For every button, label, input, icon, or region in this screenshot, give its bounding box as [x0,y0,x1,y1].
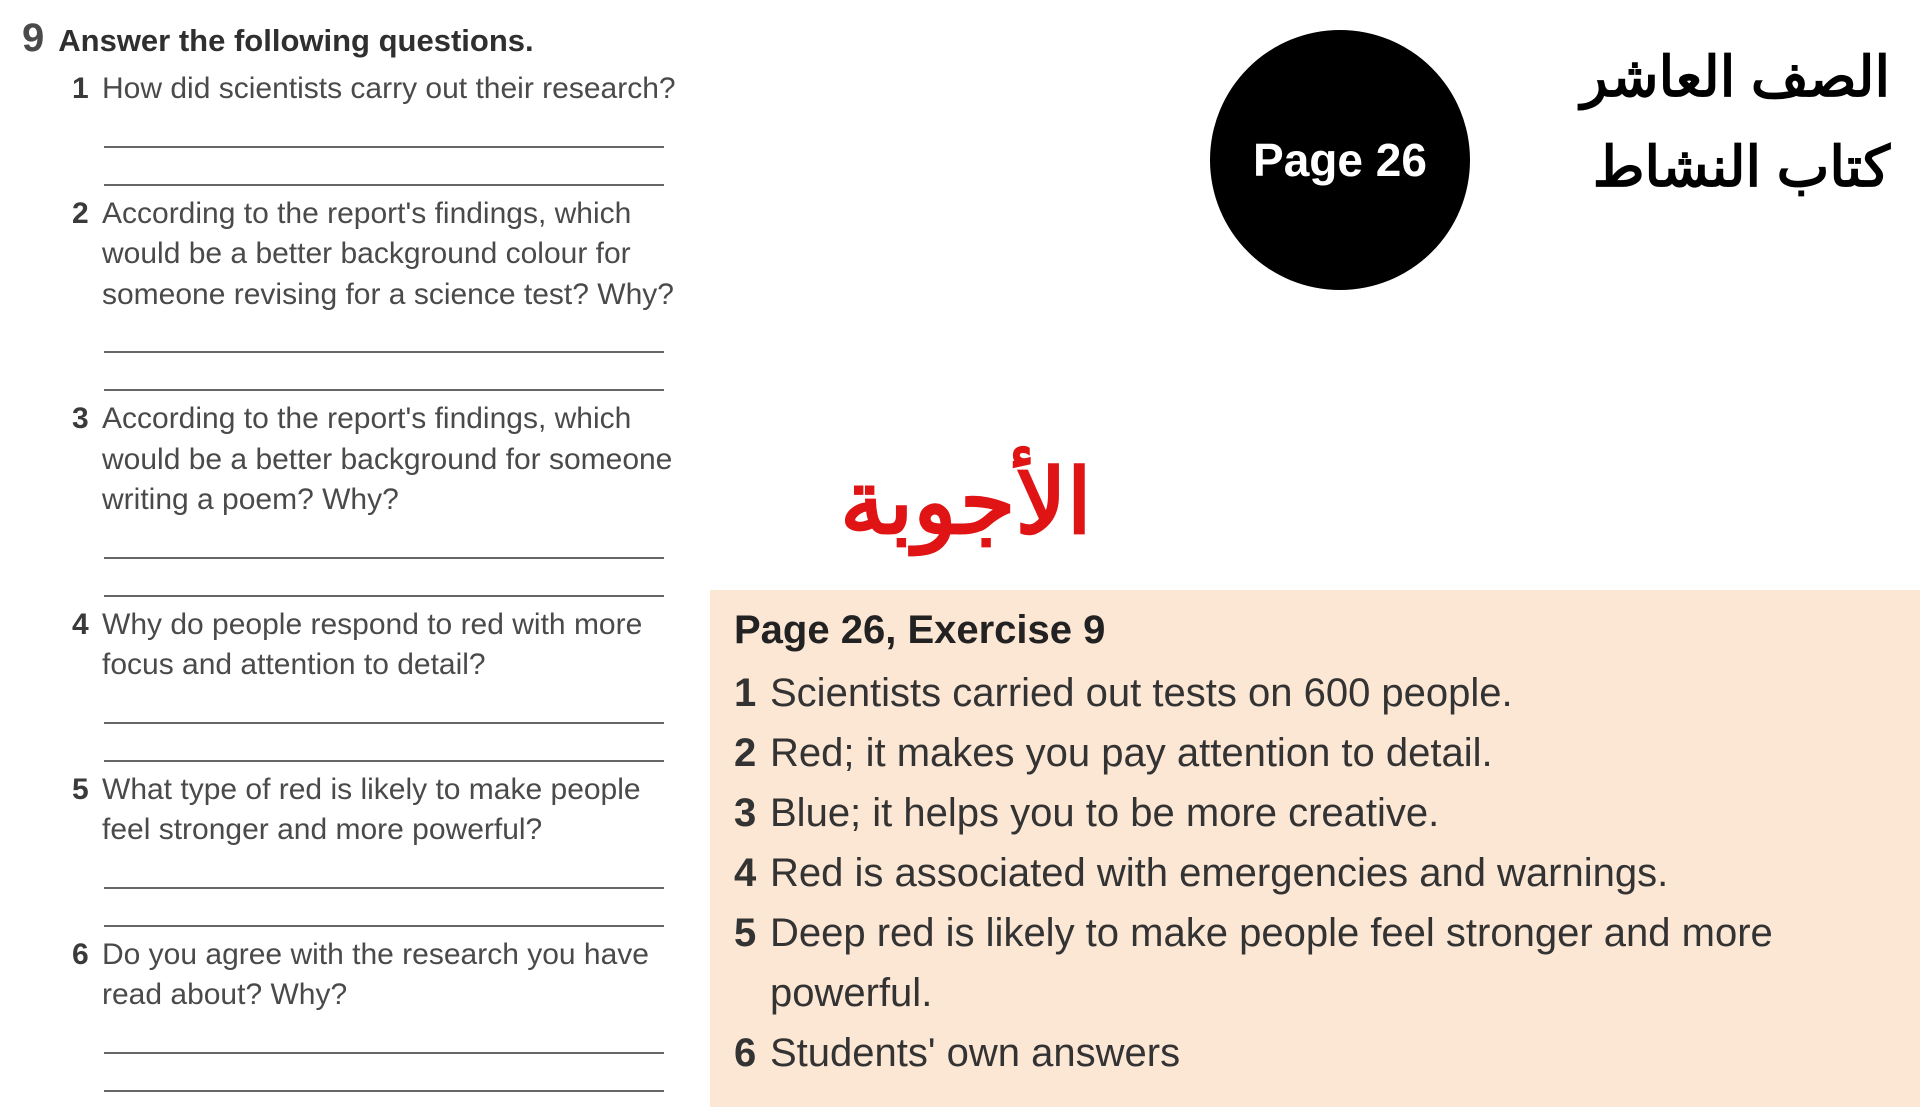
question-text: According to the report's findings, whic… [102,194,682,316]
question-number: 6 [72,938,94,972]
question-item: 2 According to the report's findings, wh… [72,194,682,392]
exercise-header: 9 Answer the following questions. [22,18,682,59]
answer-number: 2 [734,723,760,783]
answer-number: 5 [734,903,760,963]
question-text: How did scientists carry out their resea… [102,69,676,110]
answer-number: 6 [734,1023,760,1083]
arabic-book: كتاب النشاط [1581,122,1890,212]
question-text: What type of red is likely to make peopl… [102,770,682,851]
question-number: 5 [72,773,94,807]
answer-blank-line [104,152,664,186]
answers-title: الأجوبة [840,450,1092,555]
answer-blank-line [104,1058,664,1092]
question-number: 1 [72,72,94,106]
question-item: 6 Do you agree with the research you hav… [72,935,682,1092]
answer-blank-line [104,319,664,353]
answer-item: 5 Deep red is likely to make people feel… [734,903,1904,1023]
question-text: Do you agree with the research you have … [102,935,682,1016]
answer-blank-line [104,855,664,889]
page-badge: Page 26 [1210,30,1470,290]
answer-blank-line [104,563,664,597]
answer-item: 3 Blue; it helps you to be more creative… [734,783,1904,843]
answer-blank-line [104,1020,664,1054]
question-text: Why do people respond to red with more f… [102,605,682,686]
answer-number: 3 [734,783,760,843]
answer-text: Red; it makes you pay attention to detai… [770,723,1493,783]
question-text: According to the report's findings, whic… [102,399,682,521]
answers-header: Page 26, Exercise 9 [734,608,1904,653]
answer-text: Deep red is likely to make people feel s… [770,903,1904,1023]
answer-text: Scientists carried out tests on 600 peop… [770,663,1513,723]
answer-text: Blue; it helps you to be more creative. [770,783,1439,843]
question-item: 5 What type of red is likely to make peo… [72,770,682,927]
answer-text: Red is associated with emergencies and w… [770,843,1668,903]
answer-blank-line [104,357,664,391]
arabic-header: الصف العاشر كتاب النشاط [1581,32,1890,211]
arabic-grade: الصف العاشر [1581,32,1890,122]
exercise-number: 9 [22,18,44,58]
answer-item: 4 Red is associated with emergencies and… [734,843,1904,903]
answer-item: 2 Red; it makes you pay attention to det… [734,723,1904,783]
answer-blank-line [104,690,664,724]
answer-blank-line [104,525,664,559]
question-number: 3 [72,402,94,436]
answer-item: 6 Students' own answers [734,1023,1904,1083]
answer-blank-line [104,728,664,762]
question-item: 1 How did scientists carry out their res… [72,69,682,186]
answer-blank-line [104,893,664,927]
exercise-title: Answer the following questions. [58,23,533,59]
answer-number: 1 [734,663,760,723]
page-badge-label: Page 26 [1253,133,1427,187]
question-number: 4 [72,608,94,642]
answer-number: 4 [734,843,760,903]
question-item: 4 Why do people respond to red with more… [72,605,682,762]
question-number: 2 [72,197,94,231]
exercise-column: 9 Answer the following questions. 1 How … [22,18,682,1100]
answer-item: 1 Scientists carried out tests on 600 pe… [734,663,1904,723]
question-item: 3 According to the report's findings, wh… [72,399,682,597]
answer-text: Students' own answers [770,1023,1180,1083]
answers-box: Page 26, Exercise 9 1 Scientists carried… [710,590,1920,1107]
answer-blank-line [104,114,664,148]
